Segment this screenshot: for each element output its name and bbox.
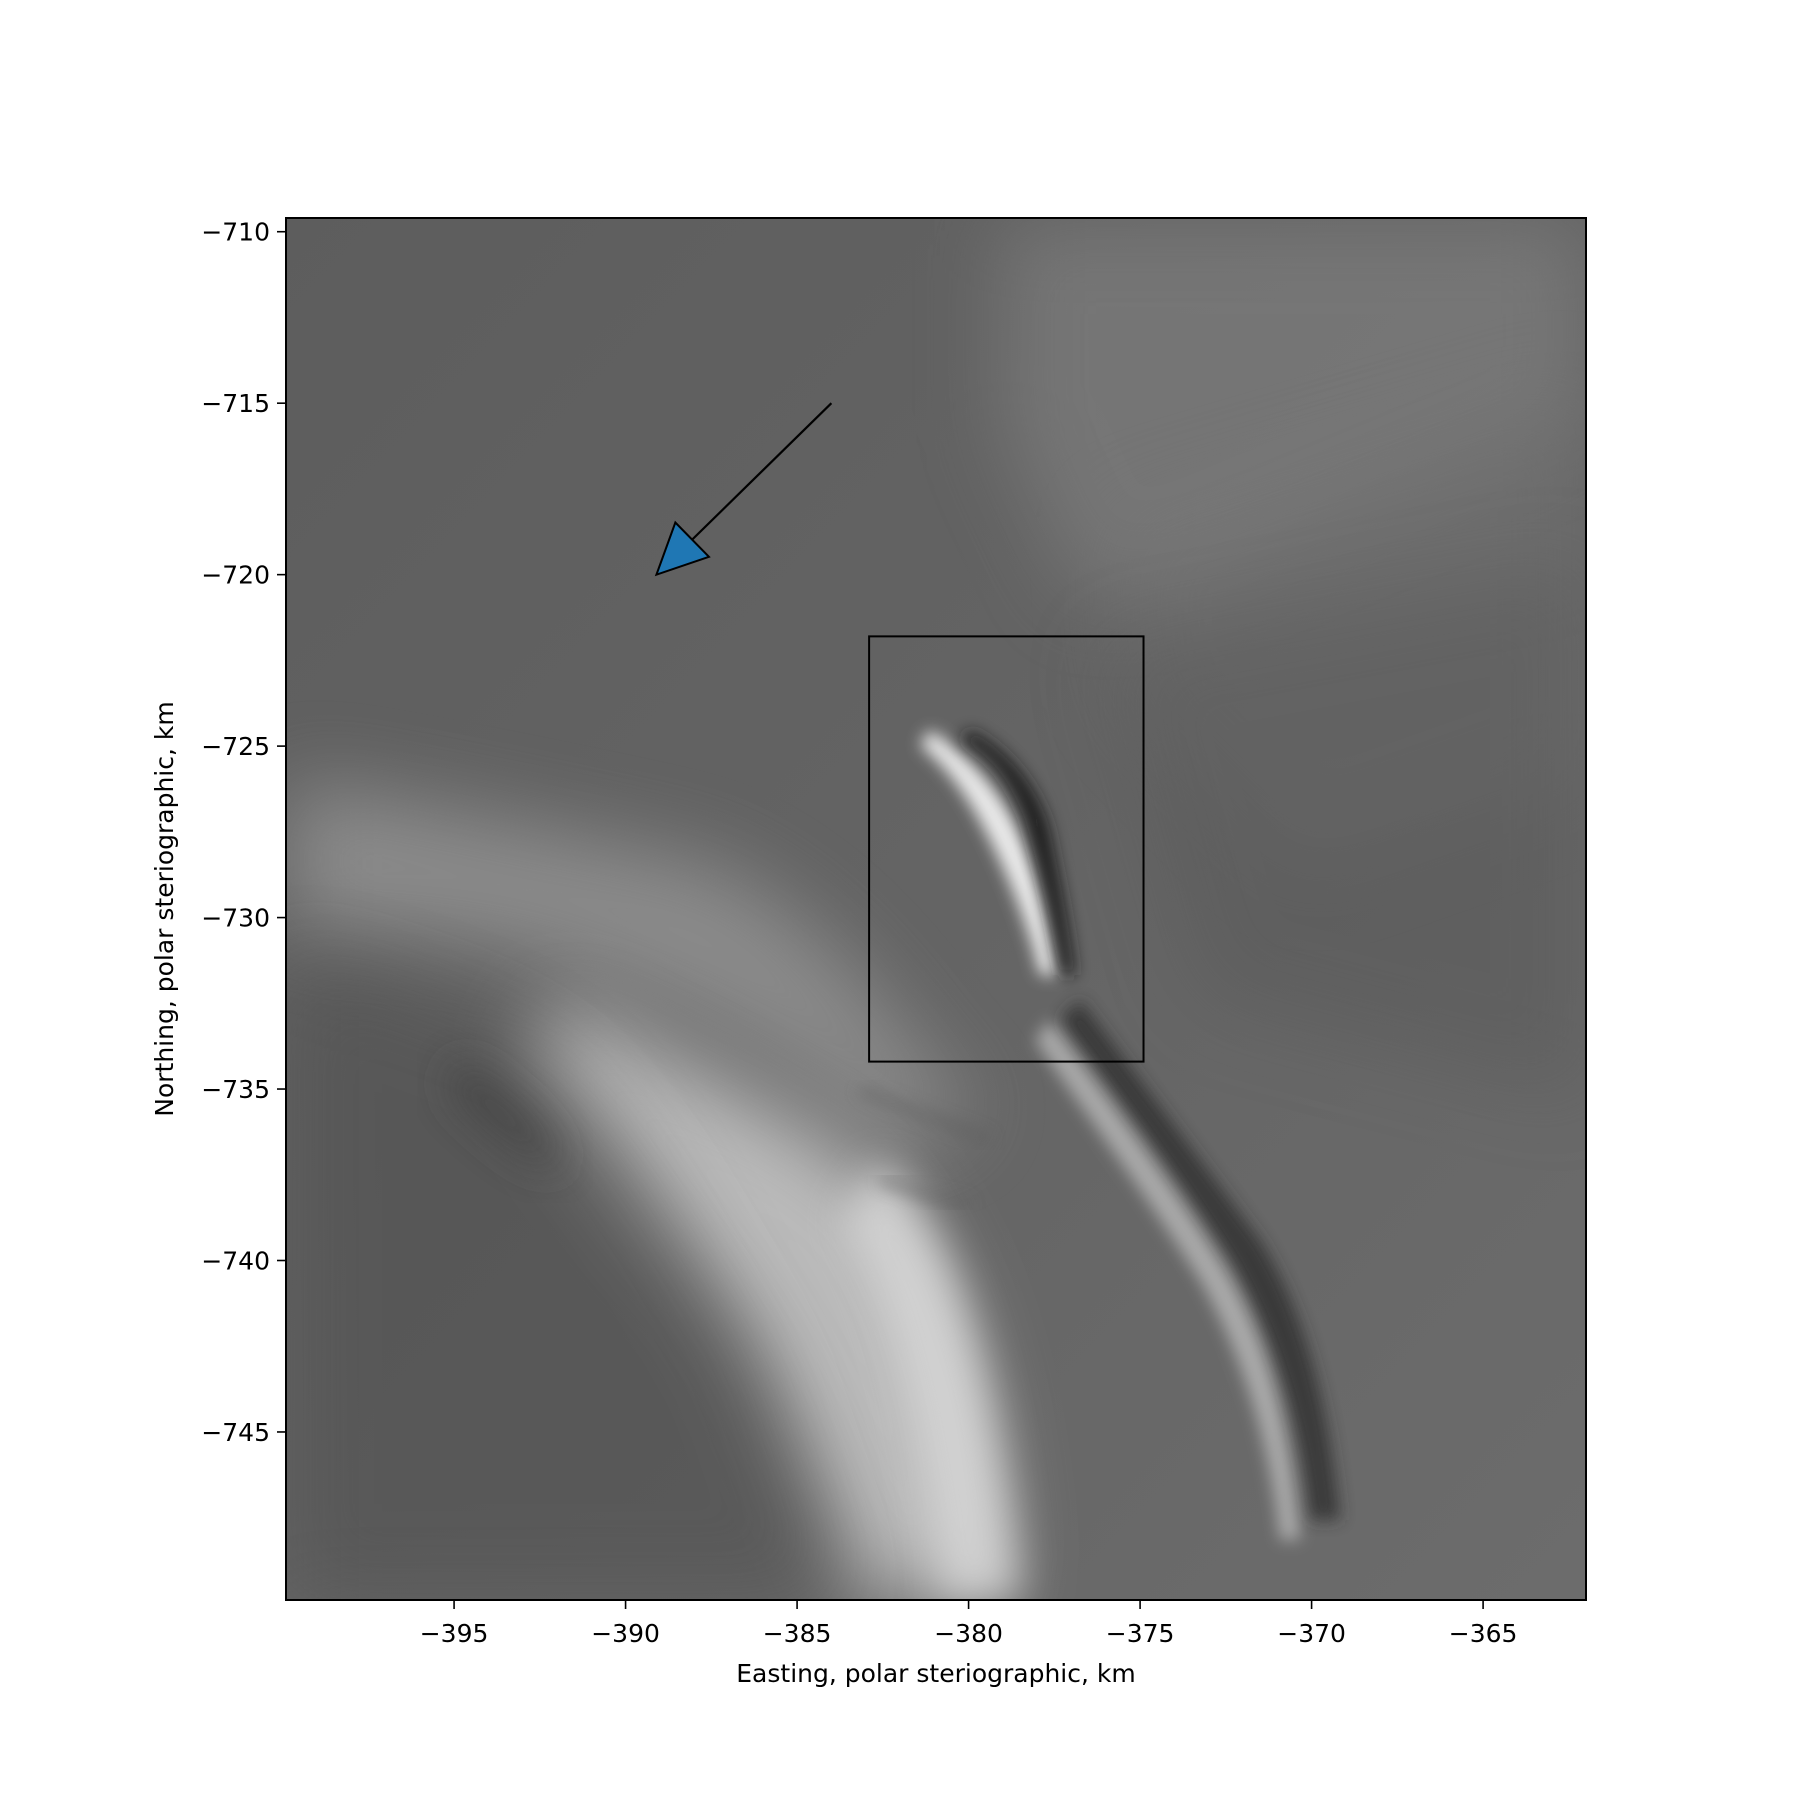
y-tick-label: −710 — [201, 218, 270, 247]
x-tick-label: −380 — [934, 1619, 1003, 1648]
y-tick-label: −735 — [201, 1075, 270, 1104]
x-tick-label: −390 — [591, 1619, 660, 1648]
x-tick-label: −365 — [1449, 1619, 1518, 1648]
y-tick-label: −730 — [201, 904, 270, 933]
x-axis-label: Easting, polar steriographic, km — [736, 1659, 1135, 1688]
y-tick-label: −725 — [201, 732, 270, 761]
plot-frame — [285, 217, 1587, 1601]
y-tick-label: −740 — [201, 1247, 270, 1276]
x-tick-label: −370 — [1277, 1619, 1346, 1648]
y-tick-label: −715 — [201, 389, 270, 418]
y-tick-label: −720 — [201, 561, 270, 590]
y-tick-label: −745 — [201, 1418, 270, 1447]
x-tick-label: −375 — [1106, 1619, 1175, 1648]
annotation-arrow-shaft — [691, 402, 833, 541]
x-tick-label: −395 — [420, 1619, 489, 1648]
annotation-arrow-head — [654, 520, 711, 577]
x-tick-label: −385 — [763, 1619, 832, 1648]
annotation-rectangle — [868, 635, 1145, 1063]
image-raster — [286, 218, 1586, 1600]
y-axis-label: Northing, polar steriographic, km — [150, 701, 179, 1116]
